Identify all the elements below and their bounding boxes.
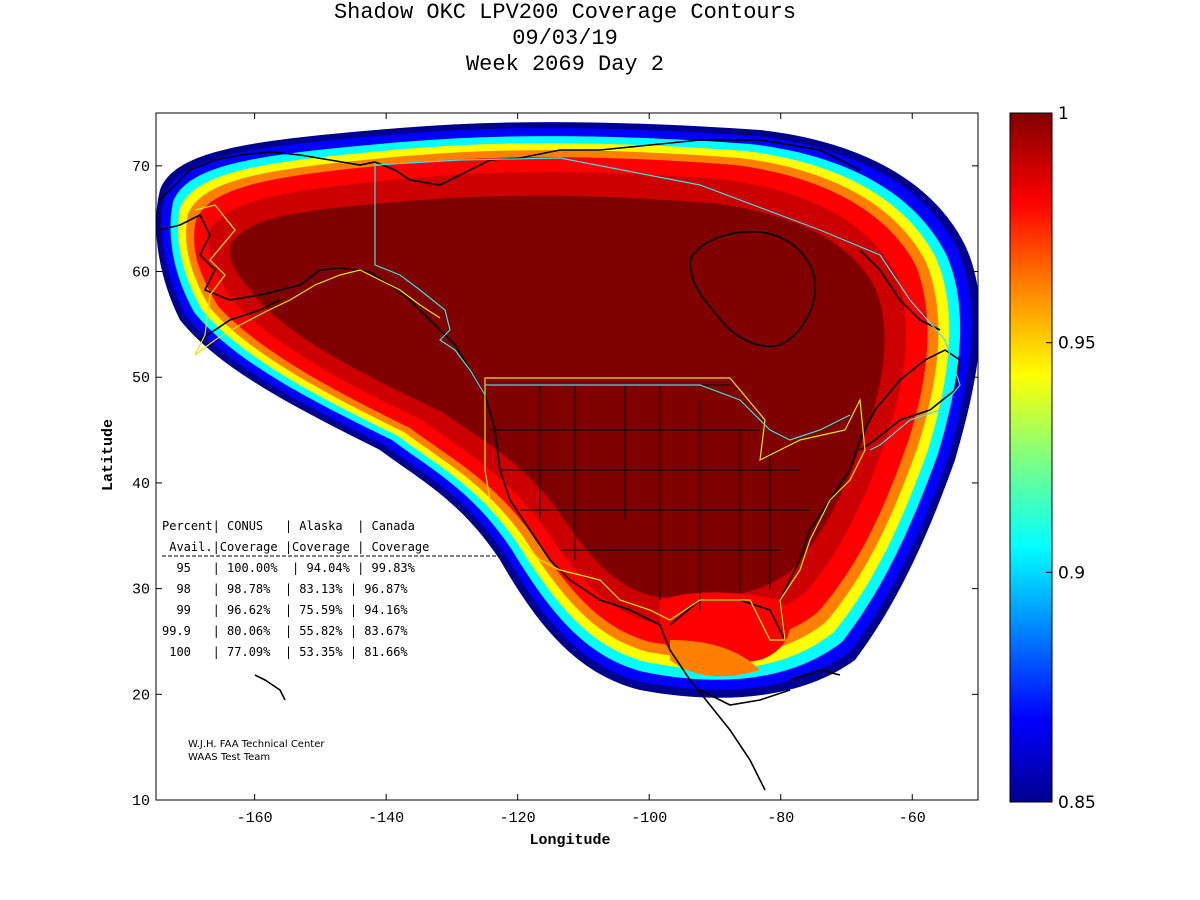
colorbar-tick-label: 1 xyxy=(1058,104,1069,124)
colorbar-tick-label: 0.85 xyxy=(1058,793,1096,813)
x-tick-label: -140 xyxy=(368,810,404,827)
y-tick-label: 20 xyxy=(132,687,150,704)
coverage-table-row: 95 | 100.00% | 94.04% | 99.83% xyxy=(162,561,416,575)
region-boundaries xyxy=(194,157,961,641)
y-tick-label: 50 xyxy=(132,370,150,387)
coverage-table-row: 100 | 77.09% | 53.35% | 81.66% xyxy=(162,645,408,659)
coverage-table: Percent| CONUS | Alaska | Canada Avail.|… xyxy=(162,519,500,659)
coverage-table-header-2: Avail.|Coverage |Coverage | Coverage xyxy=(162,540,429,554)
contour-band-mexico xyxy=(670,640,760,677)
y-tick-label: 70 xyxy=(132,159,150,176)
x-tick-label: -80 xyxy=(767,810,794,827)
colorbar-ticks: 0.85 0.9 0.95 1 xyxy=(1046,104,1096,813)
chart-title-line-3: Week 2069 Day 2 xyxy=(465,52,665,77)
colorbar-tick-label: 0.95 xyxy=(1058,334,1096,354)
coverage-contours xyxy=(156,122,978,698)
contour-band-1.0 xyxy=(229,195,885,599)
x-tick-label: -60 xyxy=(899,810,926,827)
chart-title-line-1: Shadow OKC LPV200 Coverage Contours xyxy=(333,0,797,25)
x-tick-label: -160 xyxy=(237,810,273,827)
y-tick-label: 10 xyxy=(132,793,150,810)
y-tick-label: 30 xyxy=(132,582,150,599)
plot-frame xyxy=(155,112,979,801)
credit-line-2: WAAS Test Team xyxy=(188,752,270,763)
colorbar xyxy=(1009,112,1053,803)
coastlines xyxy=(159,139,961,791)
chart-title-line-2: 09/03/19 xyxy=(512,26,618,51)
y-axis-ticks: 10 20 30 40 50 60 70 xyxy=(132,159,978,810)
x-axis-title: Longitude xyxy=(529,832,610,849)
y-tick-label: 40 xyxy=(132,476,150,493)
x-axis-ticks: -160 -140 -120 -100 -80 -60 xyxy=(237,113,926,827)
x-tick-label: -120 xyxy=(500,810,536,827)
coverage-table-row: 99.9 | 80.06% | 55.82% | 83.67% xyxy=(162,624,408,638)
y-tick-label: 60 xyxy=(132,265,150,282)
coverage-table-row: 99 | 96.62% | 75.59% | 94.16% xyxy=(162,603,408,617)
y-axis-title: Latitude xyxy=(100,419,117,491)
x-tick-label: -100 xyxy=(631,810,667,827)
credit-line-1: W.J.H. FAA Technical Center xyxy=(188,739,325,750)
colorbar-tick-label: 0.9 xyxy=(1058,563,1085,583)
coverage-table-row: 98 | 98.78% | 83.13% | 96.87% xyxy=(162,582,408,596)
coverage-table-header-1: Percent| CONUS | Alaska | Canada xyxy=(162,519,415,533)
